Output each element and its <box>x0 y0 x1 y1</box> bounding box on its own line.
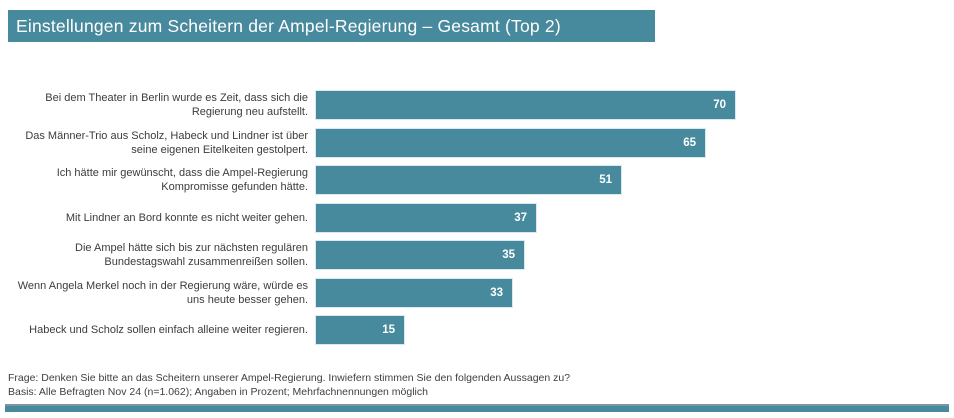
bar: 51 <box>315 165 622 195</box>
bar: 33 <box>315 277 513 308</box>
title-banner: Einstellungen zum Scheitern der Ampel-Re… <box>8 10 655 42</box>
chart-row: Habeck und Scholz sollen einfach alleine… <box>8 315 736 345</box>
bar-value-label: 65 <box>683 136 696 149</box>
chart-row: Die Ampel hätte sich bis zur nächsten re… <box>8 240 736 270</box>
category-label: Bei dem Theater in Berlin wurde es Zeit,… <box>45 92 308 118</box>
chart-row: Bei dem Theater in Berlin wurde es Zeit,… <box>8 90 736 120</box>
category-label: Das Männer-Trio aus Scholz, Habeck und L… <box>25 129 308 156</box>
footnote-basis: Basis: Alle Befragten Nov 24 (n=1.062); … <box>8 385 428 398</box>
footnote: Frage: Denken Sie bitte an das Scheitern… <box>8 372 570 399</box>
chart-row: Das Männer-Trio aus Scholz, Habeck und L… <box>8 127 736 158</box>
chart-row: Ich hätte mir gewünscht, dass die Ampel-… <box>8 165 736 195</box>
bar-value-label: 35 <box>502 249 515 261</box>
bar: 35 <box>315 240 525 270</box>
category-label: Mit Lindner an Bord konnte es nicht weit… <box>65 211 308 224</box>
category-label: Ich hätte mir gewünscht, dass die Ampel-… <box>56 167 308 193</box>
bottom-rule <box>5 404 949 412</box>
page-title: Einstellungen zum Scheitern der Ampel-Re… <box>16 15 561 36</box>
footnote-question: Frage: Denken Sie bitte an das Scheitern… <box>8 372 571 384</box>
category-label: Die Ampel hätte sich bis zur nächsten re… <box>75 242 308 268</box>
bar: 15 <box>315 315 405 345</box>
bar-value-label: 15 <box>382 324 395 336</box>
bar: 70 <box>315 90 736 120</box>
category-label: Wenn Angela Merkel noch in der Regierung… <box>17 279 308 306</box>
bar: 37 <box>315 202 537 233</box>
bar-chart: Bei dem Theater in Berlin wurde es Zeit,… <box>8 90 736 345</box>
bar-value-label: 51 <box>599 174 612 186</box>
bar-value-label: 37 <box>514 211 527 224</box>
chart-row: Wenn Angela Merkel noch in der Regierung… <box>8 277 736 308</box>
bar-value-label: 33 <box>490 286 503 299</box>
bar: 65 <box>315 127 706 158</box>
chart-row: Mit Lindner an Bord konnte es nicht weit… <box>8 202 736 233</box>
category-label: Habeck und Scholz sollen einfach alleine… <box>29 324 308 336</box>
bar-value-label: 70 <box>713 99 726 111</box>
